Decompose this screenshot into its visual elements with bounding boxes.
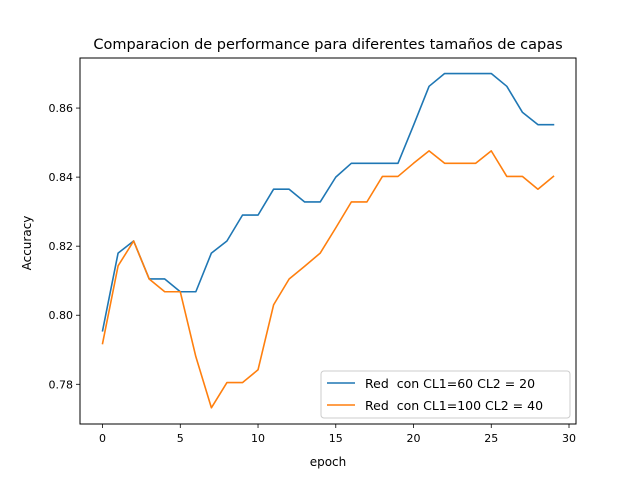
legend-label-series-2: Red con CL1=100 CL2 = 40 (365, 398, 543, 413)
x-tick-label: 30 (562, 432, 576, 445)
x-tick-label: 25 (484, 432, 498, 445)
ticks-layer: 0 5 10 15 20 25 30 0.78 0.80 0.82 0.84 0.86 (49, 102, 577, 445)
x-tick-label: 20 (407, 432, 421, 445)
y-tick-label: 0.86 (49, 102, 74, 115)
y-tick-label: 0.80 (49, 309, 74, 322)
x-tick-label: 15 (329, 432, 343, 445)
series-line-1 (101, 72, 555, 332)
y-tick-label: 0.78 (49, 378, 74, 391)
y-tick-label: 0.84 (49, 171, 74, 184)
y-axis-label: Accuracy (20, 216, 34, 271)
series-line-2 (101, 150, 555, 409)
series-layer (101, 72, 555, 409)
x-tick-label: 5 (177, 432, 184, 445)
chart-title: Comparacion de performance para diferent… (93, 37, 562, 53)
y-tick-label: 0.82 (49, 240, 74, 253)
legend-box (320, 370, 571, 419)
legend: Red con CL1=60 CL2 = 20 Red con CL1=100 … (320, 370, 571, 419)
x-tick-label: 0 (99, 432, 106, 445)
x-tick-label: 10 (251, 432, 265, 445)
legend-label-series-1: Red con CL1=60 CL2 = 20 (365, 376, 535, 391)
plot-frame (79, 57, 577, 425)
x-axis-label: epoch (310, 455, 347, 469)
